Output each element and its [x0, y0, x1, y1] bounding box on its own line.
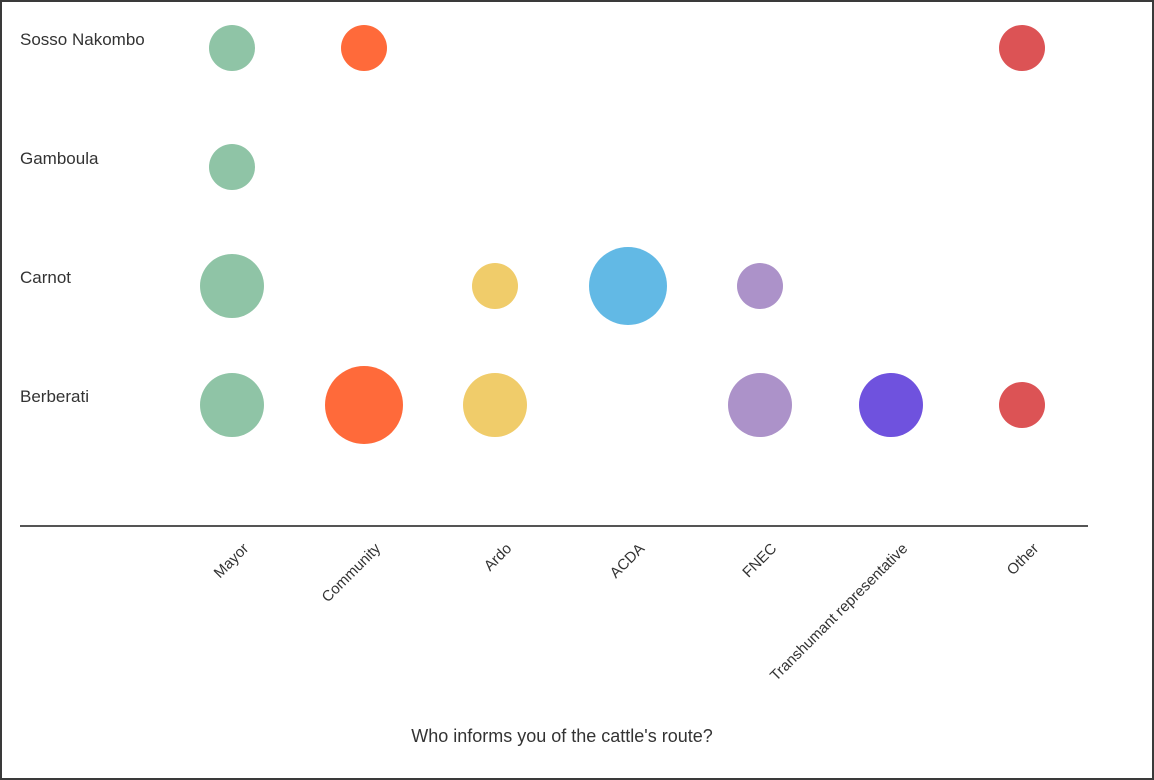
bubble-berberati-transhumant-representative [859, 373, 923, 437]
bubble-sosso-nakombo-community [341, 25, 387, 71]
x-tick-label-mayor: Mayor [211, 540, 252, 581]
x-tick-label-acda: ACDA [607, 540, 648, 581]
bubble-sosso-nakombo-mayor [209, 25, 255, 71]
bubble-carnot-acda [589, 247, 667, 325]
x-tick-label-community: Community [319, 540, 385, 606]
bubbles [200, 25, 1045, 444]
bubble-berberati-mayor [200, 373, 264, 437]
bubble-carnot-fnec [737, 263, 783, 309]
bubble-carnot-ardo [472, 263, 518, 309]
bubble-berberati-other [999, 382, 1045, 428]
bubble-gamboula-mayor [209, 144, 255, 190]
bubble-berberati-fnec [728, 373, 792, 437]
x-tick-label-ardo: Ardo [481, 540, 515, 574]
row-labels: Sosso Nakombo Gamboula Carnot Berberati [20, 30, 145, 406]
row-label-sosso-nakombo: Sosso Nakombo [20, 30, 145, 49]
row-label-berberati: Berberati [20, 387, 89, 406]
bubble-sosso-nakombo-other [999, 25, 1045, 71]
row-label-gamboula: Gamboula [20, 149, 99, 168]
x-tick-label-transhumant-representative: Transhumant representative [767, 540, 911, 684]
x-tick-label-other: Other [1004, 540, 1043, 579]
x-axis-title: Who informs you of the cattle's route? [411, 726, 713, 746]
bubble-berberati-community [325, 366, 403, 444]
bubble-carnot-mayor [200, 254, 264, 318]
row-label-carnot: Carnot [20, 268, 71, 287]
bubble-berberati-ardo [463, 373, 527, 437]
x-tick-label-fnec: FNEC [739, 540, 780, 581]
